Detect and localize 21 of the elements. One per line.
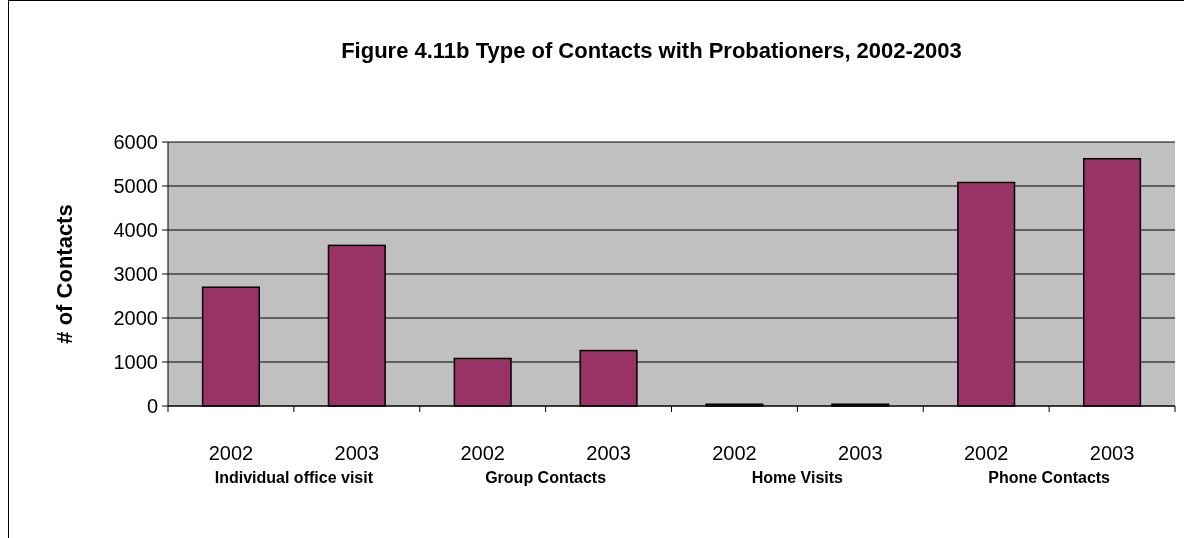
text: Group Contacts bbox=[485, 469, 607, 486]
x-tick-label: 2003 bbox=[334, 442, 380, 464]
y-tick-label: 0 bbox=[146, 395, 158, 417]
x-tick-label: 2002 bbox=[460, 442, 505, 464]
chart-title: Figure 4.11b Type of Contacts with Probationers, 2002-2003 bbox=[341, 38, 962, 63]
y-tick-label: 1000 bbox=[113, 351, 158, 373]
y-tick-label: 4000 bbox=[113, 219, 158, 241]
text: Individual office visit bbox=[214, 469, 374, 486]
y-tick-label: 6000 bbox=[113, 131, 158, 153]
x-tick-label: 2002 bbox=[208, 442, 254, 464]
text: Phone Contacts bbox=[988, 469, 1111, 486]
x-tick-label: 2002 bbox=[963, 442, 1009, 464]
y-tick-label: 5000 bbox=[113, 175, 158, 197]
x-tick-label: 2003 bbox=[838, 442, 883, 464]
y-axis-title: # of Contacts bbox=[52, 204, 77, 344]
x-tick-label: 2003 bbox=[1089, 442, 1135, 464]
y-tick-label: 3000 bbox=[113, 263, 158, 285]
x-tick-label: 2003 bbox=[586, 442, 631, 464]
x-tick-label: 2002 bbox=[712, 442, 757, 464]
text: Home Visits bbox=[751, 469, 844, 486]
y-tick-label: 2000 bbox=[113, 307, 158, 329]
